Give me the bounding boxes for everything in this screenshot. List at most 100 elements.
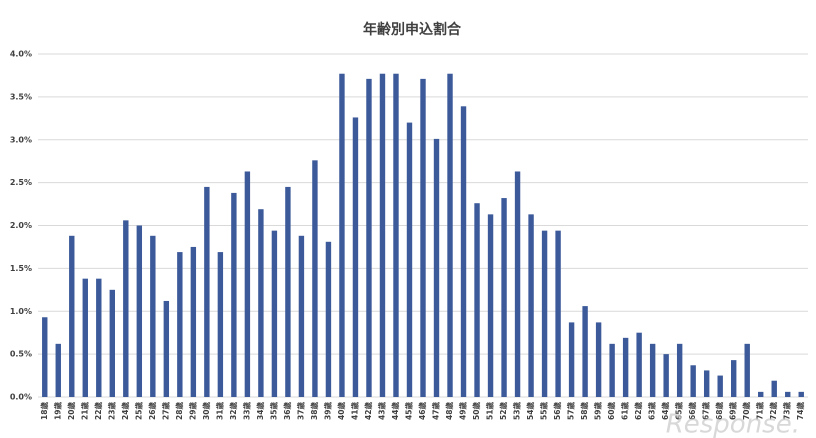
x-tick-label: 32歳 (228, 402, 238, 420)
x-tick-label: 37歳 (295, 402, 305, 420)
x-tick-label: 61歳 (620, 402, 630, 420)
x-tick-label: 29歳 (187, 402, 197, 420)
x-tick-label: 18歳 (39, 402, 49, 420)
x-tick-label: 31歳 (214, 402, 224, 420)
bar (136, 225, 143, 397)
x-tick-label: 69歳 (728, 402, 738, 420)
bar (676, 343, 683, 397)
bar (501, 198, 507, 397)
x-tick-label: 65歳 (674, 402, 684, 420)
bar (785, 391, 791, 397)
x-tick-label: 59歳 (593, 402, 603, 420)
bar (244, 171, 251, 397)
x-tick-label: 57歳 (566, 402, 576, 420)
x-tick-label: 60歳 (606, 402, 616, 420)
bar (109, 289, 115, 397)
bar (312, 160, 318, 397)
x-tick-label: 43歳 (376, 402, 386, 420)
bar (744, 343, 750, 397)
bar (474, 203, 480, 397)
x-tick-label: 39歳 (322, 402, 332, 420)
x-tick-label: 53歳 (512, 402, 522, 420)
bar (758, 391, 764, 397)
bar (771, 380, 777, 397)
x-tick-label: 56歳 (552, 402, 562, 420)
bar (271, 230, 278, 397)
x-tick-label: 44歳 (390, 402, 400, 420)
y-tick-label: 3.0% (10, 135, 32, 144)
x-tick-label: 52歳 (498, 402, 508, 420)
y-tick-label: 1.5% (10, 264, 32, 273)
bar (231, 192, 237, 397)
x-tick-label: 50歳 (471, 402, 481, 420)
x-tick-label: 22歳 (93, 402, 103, 420)
x-tick-label: 67歳 (701, 402, 711, 420)
x-tick-label: 68歳 (714, 402, 724, 420)
x-tick-label: 58歳 (579, 402, 589, 420)
bar (487, 214, 494, 397)
bar (339, 73, 345, 397)
bar (366, 78, 372, 398)
bar (177, 252, 183, 397)
bar (217, 252, 224, 397)
bar (190, 246, 197, 397)
bar (649, 343, 656, 397)
bar (514, 171, 521, 397)
y-tick-label: 0.5% (10, 350, 32, 359)
x-tick-label: 34歳 (255, 402, 265, 420)
chart-title: 年齢別申込割合 (363, 21, 462, 38)
bar (555, 230, 561, 397)
watermark: Response. (666, 410, 800, 438)
x-tick-label: 51歳 (485, 402, 495, 420)
x-tick-label: 72歳 (768, 402, 778, 420)
bar (528, 214, 534, 397)
x-tick-label: 54歳 (525, 402, 535, 420)
bar (447, 73, 453, 397)
bar (690, 365, 696, 397)
bar (325, 241, 332, 397)
x-tick-label: 41歳 (349, 402, 359, 420)
x-tick-label: 30歳 (201, 402, 211, 420)
bar (298, 235, 305, 397)
bar (150, 235, 156, 397)
x-tick-label: 28歳 (174, 402, 184, 420)
bar (258, 209, 264, 397)
y-tick-label: 3.5% (10, 92, 32, 101)
bar (541, 230, 548, 397)
x-tick-label: 71歳 (755, 402, 765, 420)
x-tick-label: 70歳 (741, 402, 751, 420)
bar (636, 332, 642, 397)
bar (433, 138, 440, 397)
bar (285, 186, 291, 397)
bar (622, 337, 629, 397)
bar (568, 322, 575, 397)
x-tick-label: 38歳 (309, 402, 319, 420)
bar (379, 73, 386, 397)
x-tick-label: 64歳 (660, 402, 670, 420)
bar (393, 73, 399, 397)
x-tick-label: 23歳 (106, 402, 116, 420)
bar (460, 106, 467, 398)
x-tick-label: 47歳 (431, 402, 441, 420)
x-tick-label: 26歳 (147, 402, 157, 420)
bar (55, 343, 61, 397)
x-tick-label: 40歳 (336, 402, 346, 420)
x-tick-label: 20歳 (66, 402, 76, 420)
x-tick-label: 48歳 (444, 402, 454, 420)
bar (731, 360, 737, 397)
x-tick-label: 46歳 (417, 402, 427, 420)
bar (123, 220, 129, 397)
x-tick-label: 49歳 (458, 402, 468, 420)
x-tick-label: 66歳 (687, 402, 697, 420)
bar (609, 343, 615, 397)
y-tick-label: 1.0% (10, 307, 32, 316)
y-tick-label: 2.0% (10, 221, 32, 230)
x-tick-label: 42歳 (363, 402, 373, 420)
bar (204, 186, 210, 397)
bar (582, 306, 588, 397)
bar (717, 375, 723, 397)
y-tick-label: 0.0% (10, 393, 32, 402)
x-tick-label: 24歳 (120, 402, 130, 420)
x-tick-label: 45歳 (403, 402, 413, 420)
bar (420, 78, 426, 398)
